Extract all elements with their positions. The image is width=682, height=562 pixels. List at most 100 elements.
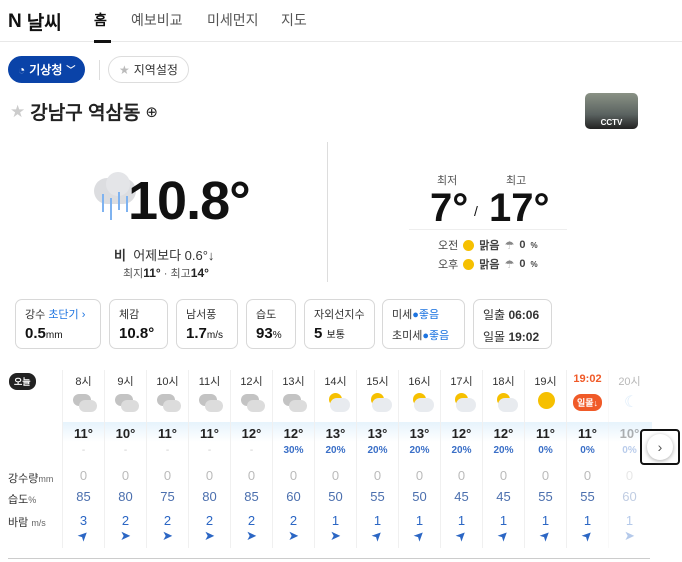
- rain-cloud-icon: [92, 172, 142, 222]
- hour-temp: 12°: [493, 426, 514, 441]
- cloudy-icon: [199, 392, 223, 412]
- hour-column: 19시 11° 0% 0 55 1 ➤: [524, 370, 566, 548]
- hour-label: 16시: [408, 376, 431, 388]
- wind-speed: 1: [457, 513, 466, 528]
- tab-home[interactable]: 홈: [94, 12, 107, 28]
- hour-label: 18시: [492, 376, 515, 388]
- wind-speed: 2: [121, 513, 130, 528]
- card-precipitation[interactable]: 강수 초단기 › 0.5mm: [15, 299, 101, 349]
- precip-prob: 20%: [493, 445, 514, 456]
- partly-sunny-icon: [493, 392, 518, 412]
- wind-direction-icon: ➤: [330, 528, 341, 543]
- next-button[interactable]: ›: [640, 429, 680, 465]
- hour-column: 15시 13° 20% 0 55 1 ➤: [356, 370, 398, 548]
- humidity: 85: [76, 489, 91, 504]
- precip-prob: 30%: [283, 445, 304, 456]
- active-tab-indicator: [94, 40, 111, 43]
- nowcast-link[interactable]: 초단기 ›: [48, 309, 86, 321]
- current-temperature: 10.8°: [128, 171, 251, 231]
- divider: [8, 558, 650, 559]
- sun-icon: [463, 258, 475, 270]
- precip-prob: 20%: [451, 445, 472, 456]
- partly-sunny-icon: [325, 392, 350, 412]
- wind-speed: 1: [583, 513, 592, 528]
- divider: [99, 60, 100, 80]
- moon-icon: ☾: [624, 394, 639, 411]
- precip-prob: 0%: [538, 445, 553, 456]
- card-feels-like[interactable]: 체감 10.8°: [109, 299, 168, 349]
- precip-prob: -: [165, 445, 170, 456]
- cctv-button[interactable]: CCTV: [585, 93, 638, 129]
- source-select-button[interactable]: ◔ 기상청 ﹀: [8, 56, 86, 83]
- rain-amount: 0: [247, 468, 256, 483]
- wind-direction-icon: ➤: [577, 526, 597, 545]
- hour-label: 20시: [618, 376, 641, 388]
- top-nav: N 날씨 홈 예보비교 미세먼지 지도: [0, 0, 682, 43]
- region-setting-button[interactable]: ★ 지역설정: [108, 56, 189, 83]
- rain-amount: 0: [121, 468, 130, 483]
- rain-amount: 0: [625, 468, 634, 483]
- rain-amount: 0: [541, 468, 550, 483]
- wind-row-label: 바람 m/s: [8, 517, 46, 529]
- card-humidity[interactable]: 습도 93%: [246, 299, 296, 349]
- hour-column: 12시 12° - 0 85 2 ➤: [230, 370, 272, 548]
- current-description: 비 어제보다 0.6°↓: [114, 248, 215, 263]
- card-sun[interactable]: 일출 06:06 일몰 19:02: [473, 299, 552, 349]
- precip-prob: 20%: [409, 445, 430, 456]
- daily-min-temp: 7°: [430, 186, 469, 230]
- precip-prob: -: [123, 445, 128, 456]
- partly-sunny-icon: [367, 392, 392, 412]
- today-min-max: 최지11° · 최고14°: [123, 266, 209, 280]
- hour-label: 12시: [240, 376, 263, 388]
- card-dust[interactable]: 미세●좋음 초미세●좋음: [382, 299, 465, 349]
- today-badge: 오늘: [9, 373, 36, 390]
- tab-compare[interactable]: 예보비교: [131, 12, 183, 28]
- wind-direction-icon: ➤: [120, 528, 131, 543]
- hour-label: 8시: [75, 376, 92, 388]
- rain-amount: 0: [415, 468, 424, 483]
- tab-dust[interactable]: 미세먼지: [207, 12, 259, 28]
- location-title: ★ 강남구 역삼동 ⊕: [10, 101, 158, 125]
- precip-prob: -: [81, 445, 86, 456]
- hour-column: 8시 11° - 0 85 3 ➤: [62, 370, 104, 548]
- tab-map[interactable]: 지도: [281, 12, 307, 28]
- max-label: 최고: [506, 175, 527, 187]
- humidity: 60: [622, 489, 637, 504]
- precip-prob: 20%: [367, 445, 388, 456]
- wind-speed: 1: [373, 513, 382, 528]
- slash: /: [474, 203, 478, 219]
- wind-speed: 2: [289, 513, 298, 528]
- cloudy-icon: [115, 392, 139, 412]
- hour-temp: 11°: [158, 426, 177, 441]
- logo[interactable]: N 날씨: [8, 10, 62, 35]
- star-icon: ★: [119, 62, 130, 77]
- wind-direction-icon: ➤: [624, 528, 635, 543]
- cloudy-icon: [157, 392, 181, 412]
- hour-label: 14시: [324, 376, 347, 388]
- sunny-icon: [535, 392, 559, 412]
- temperature-band: [62, 422, 652, 442]
- favorite-star-icon[interactable]: ★: [10, 101, 26, 121]
- hour-column: 20시 ☾ 10° 0% 0 60 1 ➤: [608, 370, 650, 548]
- rain-amount: 0: [583, 468, 592, 483]
- hour-label: 19시: [534, 376, 557, 388]
- gps-target-icon[interactable]: ⊕: [145, 103, 158, 121]
- min-label: 최저: [437, 175, 458, 187]
- wind-speed: 2: [205, 513, 214, 528]
- divider: [409, 229, 567, 230]
- hour-label: 19:02: [573, 373, 602, 385]
- rain-amount: 0: [457, 468, 466, 483]
- umbrella-icon: ☂: [504, 239, 515, 252]
- hour-column: 18시 12° 20% 0 45 1 ➤: [482, 370, 524, 548]
- card-uv[interactable]: 자외선지수 5 보통: [304, 299, 375, 349]
- wind-speed: 2: [247, 513, 256, 528]
- divider: [327, 142, 328, 282]
- hour-label: 17시: [450, 376, 473, 388]
- hour-label: 11시: [198, 376, 221, 388]
- rain-row-label: 강수량mm: [8, 473, 54, 485]
- precip-prob: 0%: [580, 445, 595, 456]
- partly-sunny-icon: [409, 392, 434, 412]
- hour-temp: 10°: [115, 426, 136, 441]
- kma-logo-icon: ◔: [18, 62, 26, 77]
- card-wind[interactable]: 남서풍 1.7m/s: [176, 299, 238, 349]
